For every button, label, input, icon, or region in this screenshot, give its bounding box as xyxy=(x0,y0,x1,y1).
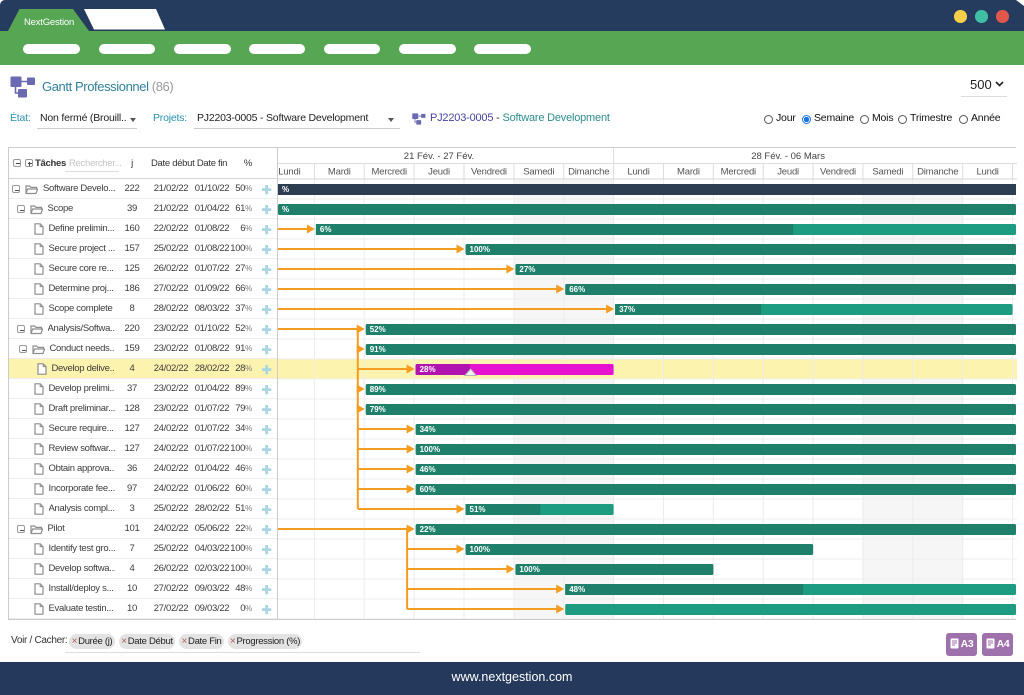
svg-text:51%: 51% xyxy=(470,505,486,514)
svg-text:28 Fév. - 06 Mars: 28 Fév. - 06 Mars xyxy=(751,151,825,162)
svg-text:Mardi: Mardi xyxy=(328,167,351,178)
svg-text:27%: 27% xyxy=(519,265,535,274)
svg-text:100%: 100% xyxy=(420,445,440,454)
svg-text:Lundi: Lundi xyxy=(278,167,300,178)
svg-text:%: % xyxy=(282,185,289,194)
svg-text:Lundi: Lundi xyxy=(627,167,649,178)
svg-text:Mercredi: Mercredi xyxy=(721,167,756,178)
svg-text:52%: 52% xyxy=(370,325,386,334)
svg-text:21 Fév. - 27 Fév.: 21 Fév. - 27 Fév. xyxy=(404,151,474,162)
svg-text:37%: 37% xyxy=(619,305,635,314)
svg-text:Samedi: Samedi xyxy=(523,167,554,178)
svg-text:%: % xyxy=(282,205,289,214)
svg-text:46%: 46% xyxy=(420,465,436,474)
svg-text:Vendredi: Vendredi xyxy=(820,167,856,178)
svg-text:34%: 34% xyxy=(420,425,436,434)
svg-text:100%: 100% xyxy=(470,245,490,254)
svg-text:Dimanche: Dimanche xyxy=(568,167,609,178)
svg-text:6%: 6% xyxy=(320,225,332,234)
svg-text:91%: 91% xyxy=(370,345,386,354)
svg-text:Jeudi: Jeudi xyxy=(777,167,799,178)
svg-text:100%: 100% xyxy=(519,565,539,574)
svg-text:79%: 79% xyxy=(370,405,386,414)
svg-text:48%: 48% xyxy=(569,585,585,594)
svg-text:100%: 100% xyxy=(470,545,490,554)
svg-text:Vendredi: Vendredi xyxy=(471,167,507,178)
svg-text:60%: 60% xyxy=(420,485,436,494)
svg-text:28%: 28% xyxy=(420,365,436,374)
svg-text:22%: 22% xyxy=(420,525,436,534)
svg-text:Jeudi: Jeudi xyxy=(428,167,450,178)
svg-text:89%: 89% xyxy=(370,385,386,394)
svg-text:Mardi: Mardi xyxy=(677,167,700,178)
svg-text:Dimanche: Dimanche xyxy=(917,167,958,178)
svg-text:66%: 66% xyxy=(569,285,585,294)
svg-text:Samedi: Samedi xyxy=(872,167,903,178)
svg-text:Lundi: Lundi xyxy=(976,167,998,178)
svg-text:Mercredi: Mercredi xyxy=(372,167,407,178)
